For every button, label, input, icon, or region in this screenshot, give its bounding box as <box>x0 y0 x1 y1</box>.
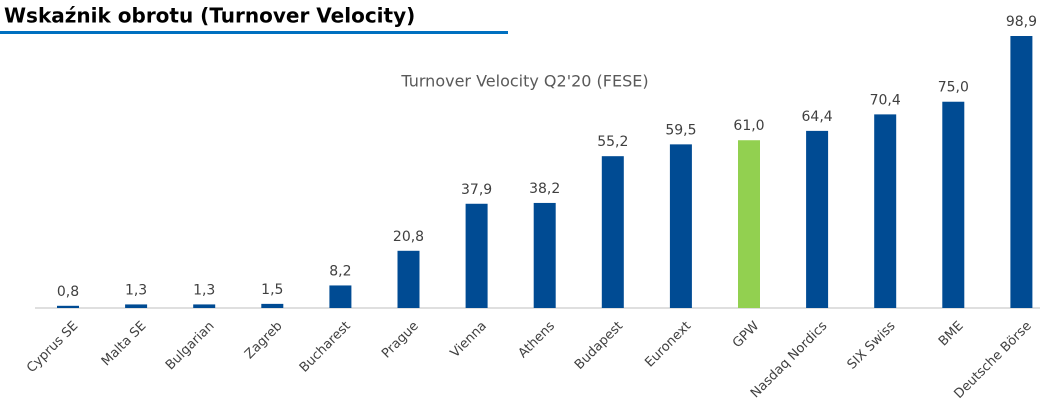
x-tick-label: Prague <box>379 319 422 362</box>
data-label: 59,5 <box>665 122 696 138</box>
bar <box>1010 36 1033 308</box>
page-title: Wskaźnik obrotu (Turnover Velocity) <box>4 4 415 28</box>
x-tick-label: Vienna <box>448 319 490 361</box>
data-label: 70,4 <box>870 92 901 108</box>
title-underline <box>0 31 508 34</box>
data-label: 98,9 <box>1006 14 1037 30</box>
bar <box>806 130 829 308</box>
bar <box>738 140 760 308</box>
x-tick-label: Cyprus SE <box>24 319 81 376</box>
bar <box>874 114 897 308</box>
data-label: 1,3 <box>193 282 215 298</box>
bar <box>125 304 148 308</box>
data-label: 61,0 <box>733 118 764 134</box>
bar <box>465 203 488 308</box>
bar <box>942 101 965 308</box>
chart-title: Turnover Velocity Q2'20 (FESE) <box>400 72 648 91</box>
x-tick-label: Zagreb <box>242 319 285 362</box>
x-tick-label: Malta SE <box>99 319 150 370</box>
x-tick-label: Bucharest <box>297 319 354 376</box>
data-label: 20,8 <box>393 229 424 245</box>
x-tick-label: BME <box>936 319 967 350</box>
data-label: 55,2 <box>597 134 628 150</box>
data-label: 75,0 <box>938 80 969 96</box>
data-label: 1,3 <box>125 282 147 298</box>
data-label: 8,2 <box>329 263 351 279</box>
bar <box>329 285 352 308</box>
x-tick-label: SIX Swiss <box>845 319 899 373</box>
x-tick-label: Euronext <box>642 319 694 371</box>
data-label: 37,9 <box>461 182 492 198</box>
bar <box>57 305 79 308</box>
bar <box>397 250 420 308</box>
data-label: 1,5 <box>261 282 283 298</box>
data-label: 64,4 <box>802 109 833 125</box>
data-label: 38,2 <box>529 181 560 197</box>
bar <box>601 156 624 308</box>
bar <box>261 303 284 308</box>
bar <box>533 202 556 308</box>
x-tick-label: Bulgarian <box>163 319 218 374</box>
x-tick-label: Budapest <box>572 319 626 373</box>
data-label: 0,8 <box>57 284 79 300</box>
bar <box>669 144 692 308</box>
x-tick-label: GPW <box>730 319 762 351</box>
x-tick-label: Athens <box>516 319 559 362</box>
bar <box>193 304 216 308</box>
